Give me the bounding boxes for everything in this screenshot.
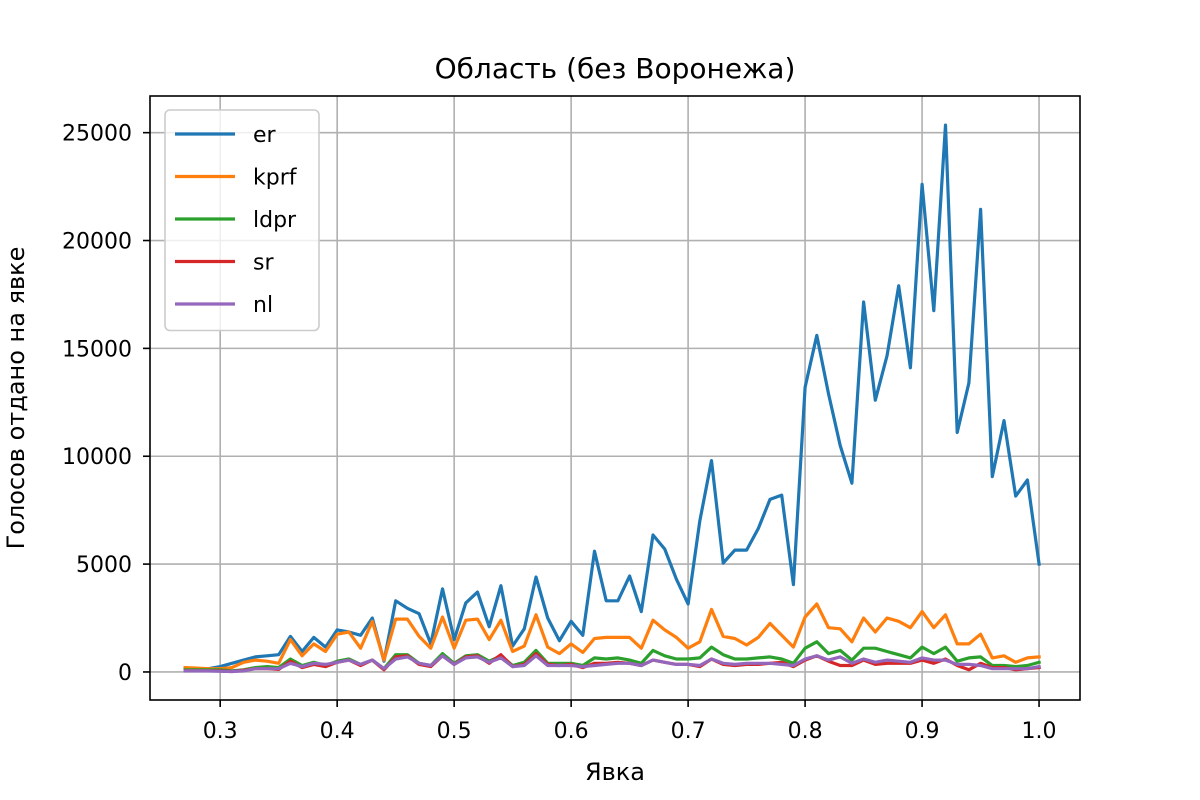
axis-ticks: 0.3 0.4 0.5 0.6 0.7 0.8 0.9 1.0 0 5000 10000 15000 2…	[62, 122, 1057, 744]
y-tick-label: 25000	[62, 122, 132, 147]
plot-frame	[149, 95, 1081, 701]
x-tick-label: 0.5	[437, 719, 472, 744]
x-tick-label: 0.6	[554, 719, 589, 744]
x-tick-label: 1.0	[1022, 719, 1057, 744]
legend-label-sr: sr	[253, 251, 274, 276]
x-tick-label: 0.4	[320, 719, 355, 744]
x-tick-label: 0.9	[905, 719, 940, 744]
y-axis-label: Голосов отдано на явке	[2, 247, 30, 550]
chart-title: Область (без Воронежа)	[435, 52, 796, 85]
legend-box	[164, 109, 320, 332]
legend-label-ldpr: ldpr	[253, 208, 297, 233]
legend: er kprf ldpr sr nl	[164, 109, 320, 332]
y-tick-label: 15000	[62, 337, 132, 362]
y-tick-label: 20000	[62, 230, 132, 255]
series-line-nl	[183, 654, 1041, 674]
x-axis-label: Явка	[585, 758, 645, 786]
legend-label-kprf: kprf	[253, 166, 298, 191]
series-line-er	[183, 123, 1041, 672]
grid-lines	[150, 96, 1080, 700]
series-lines	[183, 123, 1042, 674]
y-tick-label: 0	[118, 661, 132, 686]
y-tick-label: 5000	[76, 553, 132, 578]
series-line-kprf	[183, 602, 1041, 671]
x-tick-label: 0.3	[203, 719, 238, 744]
x-tick-label: 0.7	[671, 719, 706, 744]
x-tick-label: 0.8	[788, 719, 823, 744]
y-tick-label: 10000	[62, 445, 132, 470]
legend-label-er: er	[253, 123, 277, 148]
legend-label-nl: nl	[253, 293, 273, 318]
